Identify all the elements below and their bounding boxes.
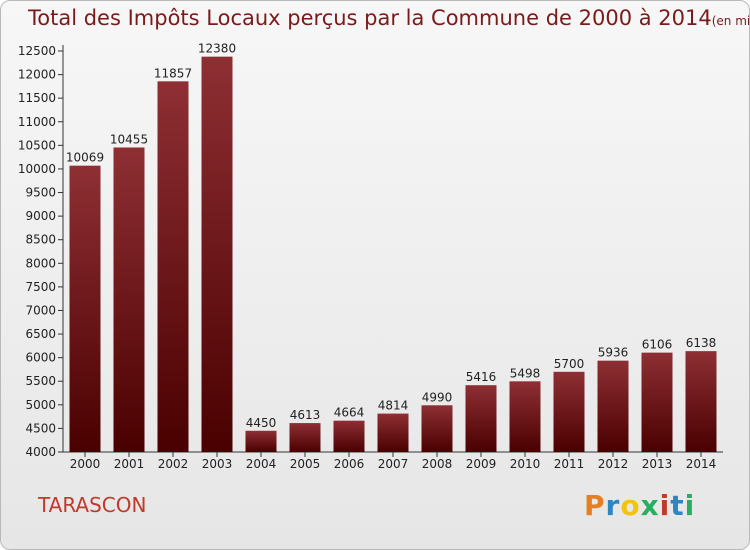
logo-letter: r — [605, 489, 621, 522]
x-tick-label: 2004 — [246, 457, 277, 471]
chart-title: Total des Impôts Locaux perçus par la Co… — [28, 6, 750, 30]
y-tick-label: 4000 — [25, 445, 56, 459]
y-tick-label: 10500 — [18, 138, 56, 152]
y-tick-label: 10000 — [18, 162, 56, 176]
y-tick-label: 4500 — [25, 421, 56, 435]
chart-title-unit: (en milliers d'€) — [711, 14, 750, 28]
x-tick-label: 2008 — [422, 457, 453, 471]
bar — [597, 360, 629, 452]
x-tick-label: 2001 — [114, 457, 145, 471]
bar-value-label: 11857 — [154, 66, 192, 80]
bar — [509, 381, 541, 452]
bar-value-label: 4613 — [290, 408, 321, 422]
bar — [69, 165, 101, 452]
bar-value-label: 6106 — [642, 338, 673, 352]
logo-letter: o — [620, 489, 641, 522]
x-tick-label: 2012 — [598, 457, 629, 471]
y-tick-label: 7000 — [25, 303, 56, 317]
bar-value-label: 12380 — [198, 42, 236, 56]
bar-value-label: 4814 — [378, 399, 409, 413]
x-tick-label: 2009 — [466, 457, 497, 471]
bar — [113, 147, 145, 452]
bars — [69, 56, 717, 453]
chart-title-main: Total des Impôts Locaux perçus par la Co… — [28, 6, 712, 30]
x-tick-label: 2002 — [158, 457, 189, 471]
proxiti-logo: Proxiti — [584, 489, 695, 522]
bar — [201, 56, 233, 453]
x-tick-label: 2007 — [378, 457, 409, 471]
logo-letter: P — [584, 489, 606, 522]
y-tick-label: 6000 — [25, 351, 56, 365]
x-tick-label: 2014 — [686, 457, 717, 471]
y-tick-label: 11500 — [18, 91, 56, 105]
y-tick-label: 12500 — [18, 44, 56, 58]
bar — [553, 371, 585, 452]
commune-name: TARASCON — [38, 493, 147, 517]
bar — [245, 430, 277, 452]
x-tick-label: 2006 — [334, 457, 365, 471]
logo-letter: i — [684, 489, 696, 522]
x-tick-label: 2013 — [642, 457, 673, 471]
y-tick-label: 6500 — [25, 327, 56, 341]
x-tick-label: 2005 — [290, 457, 321, 471]
bar-value-label: 4664 — [334, 406, 365, 420]
bar-value-label: 4450 — [246, 416, 277, 430]
y-tick-label: 5500 — [25, 374, 56, 388]
x-tick-label: 2003 — [202, 457, 233, 471]
bar-value-label: 4990 — [422, 390, 453, 404]
bar — [289, 423, 321, 452]
logo-letter: i — [659, 489, 671, 522]
bar-value-label: 5416 — [466, 370, 497, 384]
logo-letter: x — [640, 489, 660, 522]
bar-value-label: 5700 — [554, 357, 585, 371]
y-tick-label: 11000 — [18, 115, 56, 129]
bar — [333, 420, 365, 452]
axes: 4000 4500 5000 5500 6000 6500 7000 7500 8000 8500… — [18, 44, 723, 471]
bar-value-label: 10455 — [110, 132, 148, 146]
bar-value-label: 10069 — [66, 151, 104, 165]
y-tick-label: 5000 — [25, 398, 56, 412]
y-tick-label: 9000 — [25, 209, 56, 223]
x-tick-label: 2011 — [554, 457, 585, 471]
y-tick-label: 8500 — [25, 233, 56, 247]
bar-value-label: 6138 — [686, 336, 717, 350]
x-tick-label: 2010 — [510, 457, 541, 471]
bar — [465, 385, 497, 452]
y-tick-label: 7500 — [25, 280, 56, 294]
bar — [685, 351, 717, 452]
y-tick-label: 12000 — [18, 68, 56, 82]
bar — [421, 405, 453, 452]
bar-labels: 10069 10455 11857 12380 4450 4613 4664 4814 4990… — [66, 42, 716, 430]
y-tick-label: 9500 — [25, 186, 56, 200]
bar — [157, 81, 189, 452]
bar-value-label: 5498 — [510, 366, 541, 380]
bar — [641, 352, 673, 452]
x-tick-label: 2000 — [70, 457, 101, 471]
bar-value-label: 5936 — [598, 346, 629, 360]
logo-letter: t — [670, 489, 685, 522]
y-tick-label: 8000 — [25, 256, 56, 270]
bar — [377, 413, 409, 452]
